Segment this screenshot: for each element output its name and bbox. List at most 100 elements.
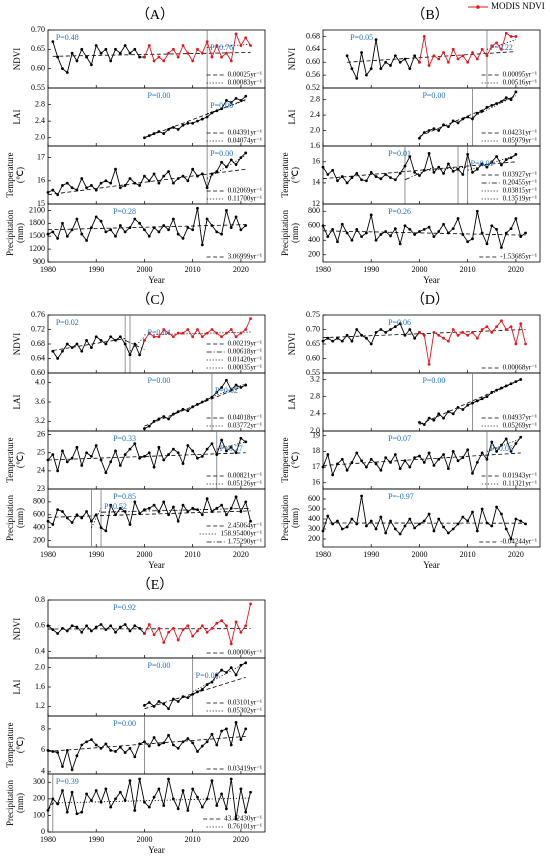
point [321, 224, 325, 228]
y-tick-label: 0.65 [31, 44, 45, 53]
point [99, 458, 103, 462]
point [225, 727, 228, 731]
point [128, 523, 132, 526]
x-tick-label: 2020 [508, 265, 524, 274]
point [147, 234, 151, 238]
point [186, 226, 190, 230]
point [181, 123, 185, 127]
point [475, 399, 479, 403]
y-tick-label: 1.6 [35, 682, 45, 691]
point [331, 168, 335, 172]
point [427, 451, 431, 455]
point [504, 384, 508, 388]
point [239, 738, 243, 742]
point [393, 325, 397, 328]
point [70, 228, 74, 232]
point [403, 459, 407, 463]
point [186, 179, 190, 183]
point [147, 805, 151, 809]
point [331, 339, 335, 343]
trend-line [486, 39, 517, 50]
point [504, 328, 508, 331]
y-tick-label: 2.0 [35, 662, 45, 671]
point [437, 165, 441, 169]
y-tick-label: 500 [308, 504, 320, 513]
series-line [52, 41, 145, 74]
point [215, 44, 219, 47]
trend-line [47, 224, 246, 231]
point [162, 804, 166, 807]
y-axis-label: NDVI [287, 48, 297, 71]
y-tick-label: 400 [308, 514, 320, 523]
point [480, 162, 484, 166]
point [495, 155, 498, 158]
point [456, 459, 460, 463]
point [229, 506, 233, 510]
point [205, 740, 209, 744]
point [200, 454, 204, 458]
point [360, 459, 363, 463]
point [350, 460, 354, 464]
point [427, 64, 431, 67]
p-value: P=0.05 [350, 33, 373, 42]
point [181, 407, 185, 411]
point [422, 227, 426, 231]
y-tick-label: 0.70 [306, 324, 320, 333]
point [519, 322, 523, 326]
point [191, 167, 195, 171]
point [326, 336, 330, 340]
point [176, 55, 180, 59]
point [205, 447, 209, 451]
point [355, 172, 359, 175]
trend-legend-label: 0.00821yr⁻¹ [228, 472, 262, 480]
point [186, 737, 190, 740]
point [80, 232, 84, 236]
point [109, 503, 113, 507]
point [461, 54, 465, 58]
point [480, 328, 484, 331]
point [90, 184, 93, 187]
point [369, 170, 373, 174]
point [456, 405, 460, 409]
point [70, 346, 74, 350]
point [176, 807, 180, 811]
point [509, 449, 513, 453]
point [321, 529, 325, 533]
point [427, 512, 431, 516]
point [205, 398, 209, 401]
point [143, 703, 146, 707]
point [51, 230, 55, 234]
point [167, 733, 170, 737]
point [200, 243, 204, 247]
point [393, 227, 397, 231]
point [225, 51, 228, 55]
trend-legend-label: -0.04244yr⁻¹ [500, 538, 537, 546]
point [234, 335, 238, 339]
point [365, 179, 368, 183]
point [205, 115, 209, 119]
point [61, 67, 64, 71]
point [331, 227, 335, 231]
point [475, 460, 479, 464]
point [90, 454, 93, 458]
point [500, 512, 503, 516]
point [75, 217, 79, 221]
point [234, 215, 238, 219]
y-axis-label: (mm) [15, 508, 25, 528]
point [186, 444, 190, 447]
point [524, 231, 527, 235]
point [200, 51, 204, 55]
point [393, 178, 397, 182]
point [210, 510, 214, 513]
p-value: P=0.00 [196, 671, 219, 680]
point [138, 184, 142, 187]
point [215, 673, 219, 677]
x-tick-label: 2020 [233, 835, 249, 844]
point [85, 338, 88, 342]
point [152, 335, 156, 339]
point [152, 172, 156, 176]
point [196, 328, 199, 331]
point [350, 176, 354, 180]
point [369, 519, 373, 523]
point [133, 809, 137, 812]
